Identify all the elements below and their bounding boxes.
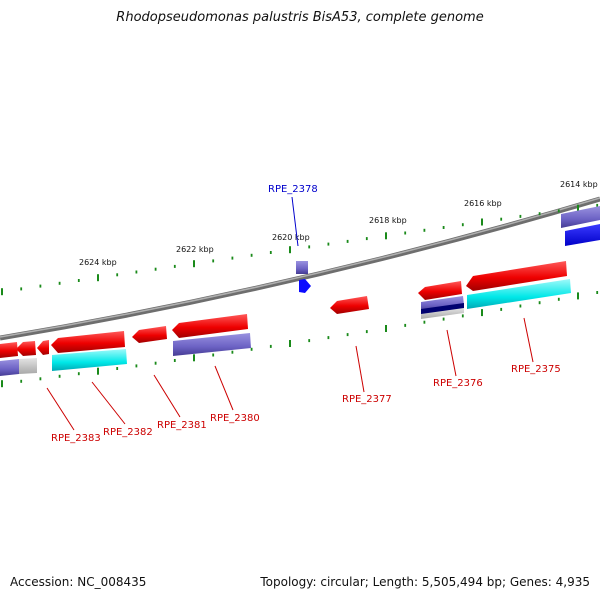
leader-2376 [446, 329, 457, 377]
feature-2375-outer-purple[interactable] [561, 206, 600, 228]
outer-scale-ticks [1, 203, 599, 296]
leader-2382 [91, 381, 126, 425]
feature-edge-gray[interactable] [19, 358, 37, 374]
feature-edge-red[interactable] [0, 342, 18, 358]
genome-summary: Topology: circular; Length: 5,505,494 bp… [260, 575, 590, 589]
feature-2376-red[interactable] [418, 281, 462, 300]
feature-2380-red[interactable] [172, 314, 248, 338]
gene-label-rpe-2380[interactable]: RPE_2380 [210, 413, 260, 424]
feature-2382-red[interactable] [51, 331, 125, 353]
gene-label-rpe-2377[interactable]: RPE_2377 [342, 394, 392, 405]
feature-2380-purple[interactable] [173, 333, 251, 356]
feature-2375-cyan[interactable] [467, 279, 571, 309]
feature-2377-red[interactable] [330, 296, 369, 314]
leader-2375 [523, 317, 534, 363]
scale-labels: 2614 kbp 2616 kbp 2618 kbp 2620 kbp 2622… [79, 180, 598, 267]
feature-2376-navy[interactable] [421, 303, 464, 315]
gene-labels: RPE_2375 RPE_2376 RPE_2377 RPE_2378 RPE_… [51, 184, 561, 444]
feature-2381-red[interactable] [132, 326, 167, 343]
feature-2383-red[interactable] [16, 341, 36, 356]
leader-2380 [214, 365, 234, 411]
scale-label-2618: 2618 kbp [369, 216, 407, 225]
inner-scale-ticks [1, 291, 599, 388]
leader-lines [46, 196, 534, 431]
forward-strand-features [296, 206, 600, 293]
feature-2376-purple[interactable] [421, 296, 464, 311]
feature-2375-red[interactable] [466, 261, 567, 291]
feature-edge-purple[interactable] [0, 359, 19, 376]
gene-label-rpe-2376[interactable]: RPE_2376 [433, 378, 483, 389]
feature-2375-outer-blue[interactable] [565, 224, 600, 246]
gene-label-rpe-2382[interactable]: RPE_2382 [103, 427, 153, 438]
scale-label-2616: 2616 kbp [464, 199, 502, 208]
genome-backbone [0, 196, 600, 341]
feature-2383-red-small[interactable] [37, 340, 49, 355]
scale-label-2620: 2620 kbp [272, 233, 310, 242]
leader-2377 [355, 345, 365, 393]
gene-label-rpe-2375[interactable]: RPE_2375 [511, 364, 561, 375]
gene-label-rpe-2381[interactable]: RPE_2381 [157, 420, 207, 431]
scale-label-2622: 2622 kbp [176, 245, 214, 254]
reverse-strand-features [0, 261, 571, 376]
feature-2382-cyan[interactable] [52, 349, 127, 371]
leader-2383 [46, 387, 75, 431]
accession-text: Accession: NC_008435 [10, 575, 147, 589]
genome-backbone-highlight [0, 197, 600, 338]
leader-2378 [291, 196, 299, 247]
feature-2378-blue[interactable] [299, 279, 311, 293]
gene-label-rpe-2378[interactable]: RPE_2378 [268, 184, 318, 195]
scale-label-2624: 2624 kbp [79, 258, 117, 267]
feature-2376-gray[interactable] [421, 308, 464, 319]
scale-label-2614: 2614 kbp [560, 180, 598, 189]
feature-2378-purple[interactable] [296, 261, 308, 274]
gene-label-rpe-2383[interactable]: RPE_2383 [51, 433, 101, 444]
genome-title: Rhodopseudomonas palustris BisA53, compl… [116, 10, 484, 25]
leader-2381 [153, 374, 181, 418]
